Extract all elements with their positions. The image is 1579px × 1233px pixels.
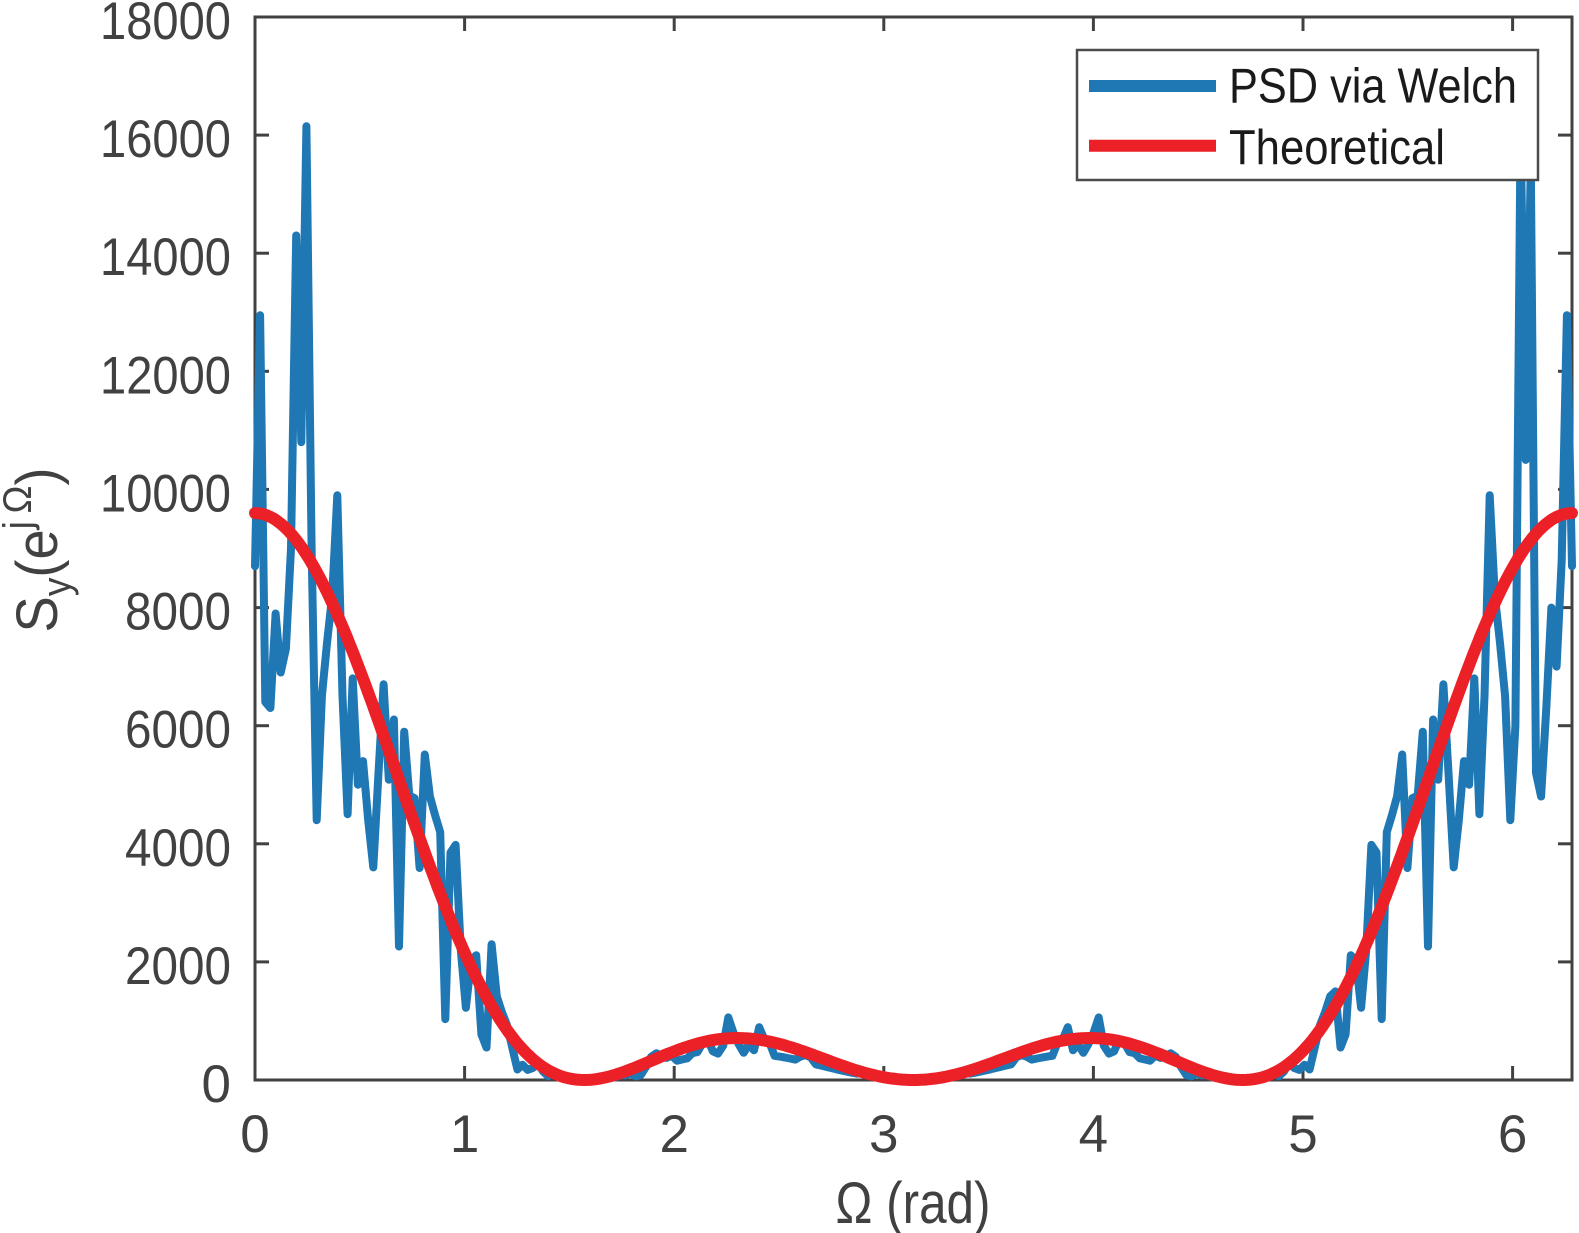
svg-text:0: 0	[202, 1055, 231, 1114]
svg-text:4: 4	[1079, 1105, 1108, 1164]
svg-text:Theoretical: Theoretical	[1229, 121, 1445, 175]
svg-text:3: 3	[869, 1105, 898, 1164]
svg-text:18000: 18000	[100, 0, 231, 51]
svg-text:10000: 10000	[100, 464, 231, 523]
svg-text:4000: 4000	[125, 819, 231, 878]
svg-text:PSD via Welch: PSD via Welch	[1229, 60, 1517, 114]
svg-text:0: 0	[240, 1105, 269, 1164]
svg-text:1: 1	[450, 1105, 479, 1164]
svg-text:6: 6	[1498, 1105, 1527, 1164]
svg-text:2: 2	[659, 1105, 688, 1164]
svg-text:16000: 16000	[100, 110, 231, 169]
svg-text:8000: 8000	[125, 583, 231, 642]
svg-text:6000: 6000	[125, 701, 231, 760]
svg-text:14000: 14000	[100, 228, 231, 287]
svg-text:Ω (rad): Ω (rad)	[836, 1171, 991, 1233]
svg-text:12000: 12000	[100, 346, 231, 405]
svg-text:2000: 2000	[125, 937, 231, 996]
svg-text:5: 5	[1288, 1105, 1317, 1164]
